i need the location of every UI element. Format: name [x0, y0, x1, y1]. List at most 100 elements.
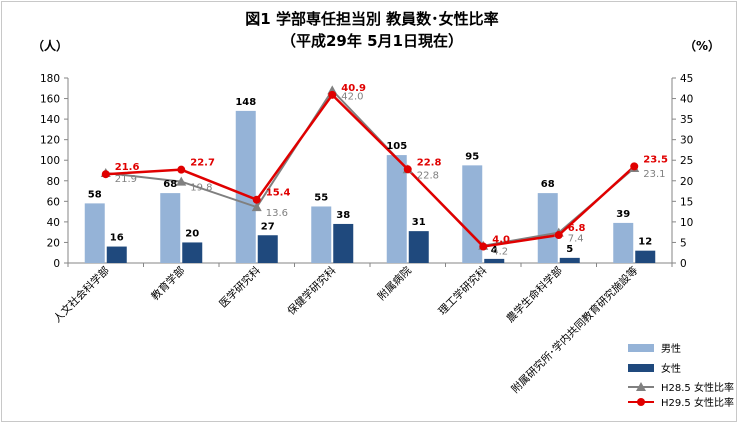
h28-ratio-label: 21.9 [115, 174, 137, 185]
bar-male-value-label: 148 [235, 97, 256, 108]
legend-label-h28: H28.5 女性比率 [661, 381, 734, 394]
h29-ratio-label: 15.4 [266, 188, 291, 199]
y-left-tick-label: 120 [40, 135, 60, 147]
bar-female-value-label: 20 [185, 228, 199, 239]
marker-h29-ratio [252, 195, 261, 204]
category-labels: 人文社会科学部 教育学部 医学研究科 保健学研究科 附属病院 理工学研究科 農学生命科学部附… [51, 264, 641, 396]
bar-male-value-label: 55 [314, 192, 328, 203]
chart-title: 図1 学部専任担当別 教員数･女性比率 [245, 10, 498, 28]
y-left-tick-label: 20 [47, 237, 60, 249]
y-left-tick-label: 100 [40, 155, 60, 167]
h28-ratio-label: 13.6 [266, 208, 288, 219]
y-left-tick-label: 60 [47, 196, 60, 208]
bar-female [484, 258, 505, 263]
bar-female-value-label: 31 [412, 217, 426, 228]
y-right-unit: （%） [684, 38, 720, 53]
y-right-tick-label: 0 [680, 258, 687, 270]
y-left-tick-label: 180 [40, 73, 60, 85]
h28-ratio-label: 7.4 [568, 234, 584, 245]
h28-ratio-label: 42.0 [341, 91, 363, 102]
y-right-tick-label: 5 [680, 237, 687, 249]
axes: 0 20 40 60 80 100 120 140 160 180 0 5 10 15 20 25 30 35 40… [40, 73, 693, 270]
bar-male [386, 155, 407, 263]
marker-h29-ratio [403, 165, 412, 174]
legend-marker-h29 [637, 398, 645, 406]
h29-ratio-label: 23.5 [643, 154, 668, 165]
legend-label-h29: H29.5 女性比率 [661, 396, 734, 409]
bar-male [311, 206, 332, 263]
y-left-unit: （人） [32, 38, 68, 53]
y-left-tick-label: 0 [53, 258, 60, 270]
h29-ratio-label: 4.0 [492, 235, 510, 246]
marker-h28-ratio [251, 202, 262, 212]
bar-female-value-label: 12 [638, 237, 652, 248]
legend-label-female: 女性 [661, 362, 681, 375]
h28-ratio-label: 23.1 [643, 169, 665, 180]
bar-male-value-label: 68 [541, 179, 555, 190]
bar-female-value-label: 27 [261, 221, 275, 232]
legend-marker-h28 [636, 382, 646, 391]
bar-male [537, 193, 558, 263]
legend-label-male: 男性 [661, 342, 681, 355]
h29-ratio-label: 22.7 [190, 158, 215, 169]
h29-ratio-label: 40.9 [341, 83, 366, 94]
bar-male [235, 110, 256, 263]
bar-female [559, 257, 580, 263]
chart-subtitle: （平成29年 5月1日現在） [281, 32, 463, 50]
bar-female [408, 231, 429, 263]
data-labels: 58 16 68 20 148 27 55 38 105 31 95 4 68 5 39 12 21.9 19.8… [88, 83, 668, 258]
y-right-tick-label: 20 [680, 176, 693, 188]
bar-male [84, 203, 105, 263]
h28-ratio-label: 4.2 [492, 247, 508, 258]
h29-ratio-label: 22.8 [417, 157, 442, 168]
line-h28-ratio [105, 88, 635, 247]
bar-male-value-label: 68 [163, 179, 177, 190]
y-right-tick-label: 25 [680, 155, 693, 167]
h28-ratio-label: 19.8 [190, 183, 212, 194]
legend-swatch-male [628, 344, 654, 352]
bar-female [257, 235, 278, 263]
legend-swatch-female [628, 364, 654, 372]
y-left-tick-label: 40 [47, 217, 60, 229]
bar-male-value-label: 58 [88, 189, 102, 200]
marker-h29-ratio [177, 165, 186, 174]
category-label: 農学生命科学部 [504, 264, 565, 325]
bar-female-value-label: 4 [491, 245, 498, 256]
category-label: 人文社会科学部 [51, 264, 112, 325]
marker-h29-ratio [554, 231, 563, 240]
y-left-tick-label: 140 [40, 114, 60, 126]
h29-ratio-label: 21.6 [115, 162, 140, 173]
y-right-tick-label: 15 [680, 196, 693, 208]
h29-ratio-label: 6.8 [568, 223, 586, 234]
category-label: 医学研究科 [217, 264, 264, 311]
bar-male [160, 193, 181, 263]
bar-female-value-label: 38 [336, 210, 350, 221]
category-label: 教育学部 [148, 264, 187, 303]
marker-h28-ratio [176, 176, 187, 186]
y-right-tick-label: 30 [680, 135, 693, 147]
lines [100, 85, 640, 251]
bar-male-value-label: 105 [386, 141, 407, 152]
marker-h29-ratio [328, 90, 337, 99]
y-right-tick-label: 45 [680, 73, 693, 85]
category-label: 理工学研究科 [436, 264, 490, 318]
bar-male-value-label: 39 [616, 209, 630, 220]
category-label: 附属病院 [375, 264, 414, 303]
bar-male-value-label: 95 [465, 151, 479, 162]
category-label: 保健学研究科 [285, 264, 339, 318]
bars [84, 110, 656, 263]
bar-female-value-label: 5 [566, 244, 573, 255]
bar-female [333, 223, 354, 263]
bar-female [635, 250, 656, 263]
bar-female-value-label: 16 [110, 233, 124, 244]
category-label: 附属研究所･学内共同教育研究施設等 [509, 264, 641, 396]
y-right-tick-label: 40 [680, 94, 693, 106]
y-right-tick-label: 35 [680, 114, 693, 126]
marker-h29-ratio [630, 162, 639, 171]
bar-female [106, 246, 127, 263]
bar-male [613, 222, 634, 263]
y-left-tick-label: 160 [40, 94, 60, 106]
